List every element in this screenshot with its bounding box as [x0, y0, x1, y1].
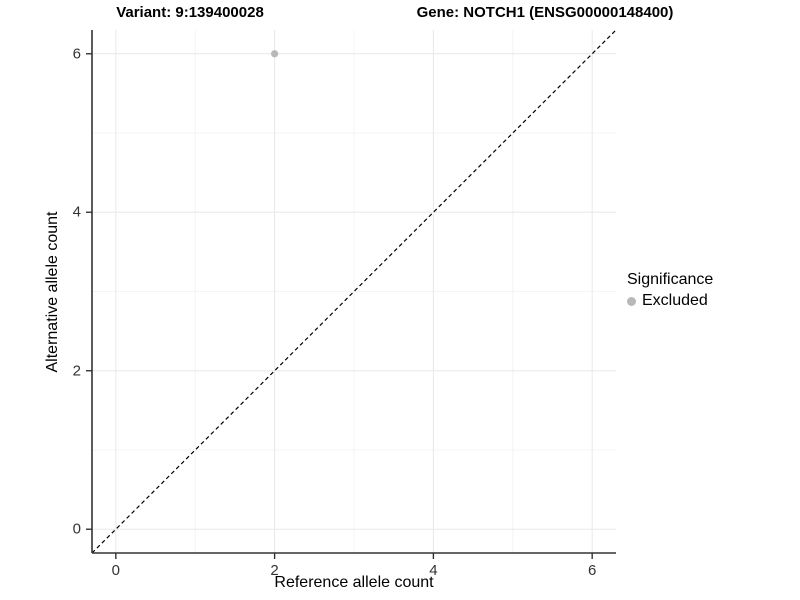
y-tick-label: 6	[72, 45, 81, 63]
y-tick-label: 4	[72, 203, 81, 221]
identity-line	[91, 29, 617, 554]
legend-item-label: Excluded	[642, 292, 708, 309]
legend-title: Significance	[627, 271, 714, 288]
excluded-point-icon	[627, 296, 636, 306]
y-axis-title: Alternative allele count	[44, 211, 61, 373]
x-axis-title: Reference allele count	[274, 574, 434, 591]
y-tick-label: 0	[72, 520, 81, 538]
legend-item-excluded: Excluded	[627, 292, 713, 310]
x-tick-label: 0	[111, 562, 120, 579]
x-tick-label: 4	[429, 562, 438, 579]
data-point	[271, 50, 279, 58]
legend: Significance Excluded	[627, 270, 713, 310]
y-tick-label: 2	[72, 362, 81, 380]
gene-title: Gene: NOTCH1 (ENSG00000148400)	[416, 4, 674, 21]
variant-title: Variant: 9:139400028	[116, 4, 264, 21]
x-tick-label: 2	[270, 562, 279, 579]
x-tick-label: 6	[588, 562, 597, 579]
